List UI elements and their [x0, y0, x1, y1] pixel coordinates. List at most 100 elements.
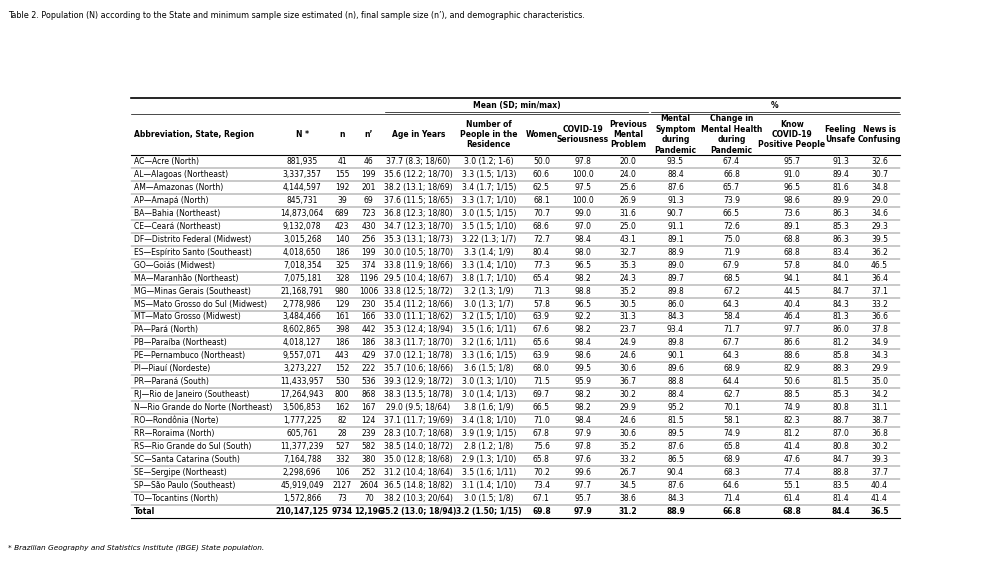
Text: 2.8 (1.2; 1/8): 2.8 (1.2; 1/8) — [464, 442, 513, 451]
Text: 24.9: 24.9 — [620, 338, 636, 347]
Text: 58.1: 58.1 — [723, 416, 739, 425]
Text: 67.2: 67.2 — [723, 287, 739, 296]
Text: 3.22 (1.3; 1/7): 3.22 (1.3; 1/7) — [462, 234, 516, 243]
Text: Women: Women — [525, 130, 557, 139]
Text: 332: 332 — [335, 455, 350, 464]
Text: 60.6: 60.6 — [533, 170, 550, 179]
Text: 36.2: 36.2 — [871, 248, 888, 257]
Text: 3,273,227: 3,273,227 — [283, 364, 322, 373]
Text: 90.4: 90.4 — [667, 468, 684, 477]
Text: 71.7: 71.7 — [723, 325, 739, 334]
Text: 37.1: 37.1 — [871, 287, 888, 296]
Text: 34.8: 34.8 — [871, 183, 888, 192]
Text: News is
Confusing: News is Confusing — [858, 125, 901, 144]
Text: 89.8: 89.8 — [667, 287, 684, 296]
Text: 325: 325 — [335, 261, 350, 270]
Text: Abbreviation, State, Region: Abbreviation, State, Region — [134, 130, 254, 139]
Text: 845,731: 845,731 — [287, 196, 318, 205]
Text: 71.9: 71.9 — [723, 248, 739, 257]
Text: 90.1: 90.1 — [667, 351, 684, 360]
Text: 96.5: 96.5 — [574, 261, 591, 270]
Text: 100.0: 100.0 — [572, 170, 594, 179]
Text: 89.9: 89.9 — [832, 196, 849, 205]
Text: 31.3: 31.3 — [620, 312, 636, 321]
Text: 3.9 (1.9; 1/15): 3.9 (1.9; 1/15) — [462, 429, 516, 438]
Text: 95.9: 95.9 — [574, 378, 591, 387]
Text: 71.3: 71.3 — [533, 287, 550, 296]
Text: 36.5: 36.5 — [871, 507, 889, 516]
Text: 88.9: 88.9 — [667, 248, 684, 257]
Text: 35.2: 35.2 — [620, 442, 636, 451]
Text: 2,778,986: 2,778,986 — [283, 300, 322, 309]
Text: 28: 28 — [338, 429, 347, 438]
Text: %: % — [771, 102, 779, 111]
Text: 20.0: 20.0 — [620, 157, 636, 166]
Text: 29.3: 29.3 — [871, 222, 888, 231]
Text: 81.4: 81.4 — [832, 494, 849, 503]
Text: 97.9: 97.9 — [573, 507, 592, 516]
Text: 152: 152 — [335, 364, 350, 373]
Text: 34.3: 34.3 — [871, 351, 888, 360]
Text: 29.5 (10.4; 18/67): 29.5 (10.4; 18/67) — [384, 274, 453, 283]
Text: 26.9: 26.9 — [620, 196, 636, 205]
Text: 33.8 (12.5; 18/72): 33.8 (12.5; 18/72) — [384, 287, 453, 296]
Text: 3.2 (1.50; 1/15): 3.2 (1.50; 1/15) — [456, 507, 522, 516]
Text: 85.8: 85.8 — [832, 351, 849, 360]
Text: 3,484,466: 3,484,466 — [283, 312, 322, 321]
Text: 199: 199 — [362, 248, 376, 257]
Text: 98.4: 98.4 — [574, 338, 591, 347]
Text: 37.7: 37.7 — [871, 468, 888, 477]
Text: 71.0: 71.0 — [533, 416, 550, 425]
Text: 37.6 (11.5; 18/65): 37.6 (11.5; 18/65) — [384, 196, 453, 205]
Text: 35.0: 35.0 — [871, 378, 888, 387]
Text: 32.6: 32.6 — [871, 157, 888, 166]
Text: 35.3 (12.4; 18/94): 35.3 (12.4; 18/94) — [384, 325, 453, 334]
Text: 328: 328 — [335, 274, 350, 283]
Text: 74.9: 74.9 — [784, 403, 801, 412]
Text: 3.2 (1.6; 1/11): 3.2 (1.6; 1/11) — [462, 338, 516, 347]
Text: 91.3: 91.3 — [832, 157, 849, 166]
Text: 68.5: 68.5 — [723, 274, 739, 283]
Text: GO—Goiás (Midwest): GO—Goiás (Midwest) — [134, 261, 214, 270]
Text: N *: N * — [296, 130, 309, 139]
Text: MG—Minas Gerais (Southeast): MG—Minas Gerais (Southeast) — [134, 287, 250, 296]
Text: 24.3: 24.3 — [620, 274, 636, 283]
Text: 3.3 (1.4; 1/9): 3.3 (1.4; 1/9) — [464, 248, 514, 257]
Text: 70: 70 — [364, 494, 374, 503]
Text: N—Rio Grande do Norte (Northeast): N—Rio Grande do Norte (Northeast) — [134, 403, 273, 412]
Text: 88.7: 88.7 — [832, 416, 849, 425]
Text: 3.0 (1.3; 1/7): 3.0 (1.3; 1/7) — [464, 300, 514, 309]
Text: AC—Acre (North): AC—Acre (North) — [134, 157, 198, 166]
Text: 82.3: 82.3 — [784, 416, 801, 425]
Text: 86.0: 86.0 — [832, 325, 849, 334]
Text: 82.9: 82.9 — [784, 364, 801, 373]
Text: 45,919,049: 45,919,049 — [281, 481, 324, 490]
Text: 80.8: 80.8 — [832, 442, 849, 451]
Text: 199: 199 — [362, 170, 376, 179]
Text: 83.4: 83.4 — [832, 248, 849, 257]
Text: 24.6: 24.6 — [620, 351, 636, 360]
Text: 91.3: 91.3 — [667, 196, 684, 205]
Text: n’: n’ — [365, 130, 373, 139]
Text: 129: 129 — [335, 300, 350, 309]
Text: 98.8: 98.8 — [574, 287, 591, 296]
Text: 4,018,127: 4,018,127 — [283, 338, 322, 347]
Text: n: n — [340, 130, 345, 139]
Text: 35.4 (11.2; 18/66): 35.4 (11.2; 18/66) — [384, 300, 453, 309]
Text: 81.6: 81.6 — [832, 183, 849, 192]
Text: 35.6 (12.2; 18/70): 35.6 (12.2; 18/70) — [384, 170, 453, 179]
Text: 94.1: 94.1 — [784, 274, 801, 283]
Text: 192: 192 — [335, 183, 350, 192]
Text: 83.5: 83.5 — [832, 481, 849, 490]
Text: 38.2 (10.3; 20/64): 38.2 (10.3; 20/64) — [384, 494, 453, 503]
Text: 980: 980 — [335, 287, 350, 296]
Text: 81.5: 81.5 — [832, 378, 849, 387]
Text: Previous
Mental
Problem: Previous Mental Problem — [609, 119, 647, 149]
Text: 33.8 (11.9; 18/66): 33.8 (11.9; 18/66) — [384, 261, 453, 270]
Text: BA—Bahia (Northeast): BA—Bahia (Northeast) — [134, 209, 220, 218]
Text: 57.8: 57.8 — [784, 261, 801, 270]
Text: 155: 155 — [335, 170, 350, 179]
Text: 68.6: 68.6 — [533, 222, 550, 231]
Text: 167: 167 — [362, 403, 376, 412]
Text: 91.0: 91.0 — [784, 170, 801, 179]
